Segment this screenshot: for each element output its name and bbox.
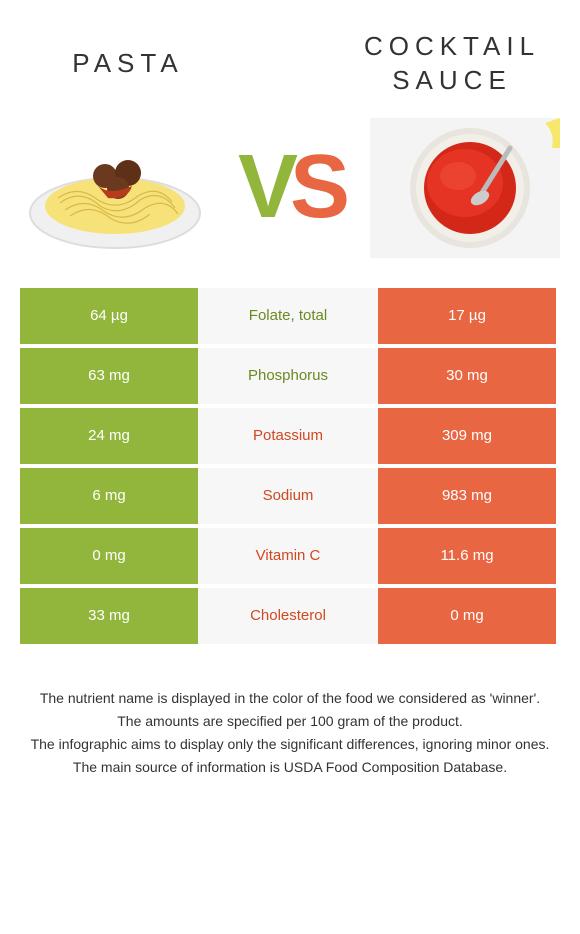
cell-nutrient-name: Potassium xyxy=(198,408,378,464)
footer-line-1: The nutrient name is displayed in the co… xyxy=(20,688,560,709)
table-row: 63 mgPhosphorus30 mg xyxy=(20,348,560,404)
cell-left-value: 64 µg xyxy=(20,288,198,344)
cell-left-value: 24 mg xyxy=(20,408,198,464)
vs-v: V xyxy=(238,137,290,237)
table-row: 33 mgCholesterol0 mg xyxy=(20,588,560,644)
table-row: 0 mgVitamin C11.6 mg xyxy=(20,528,560,584)
footer-line-3: The infographic aims to display only the… xyxy=(20,734,560,755)
header: PASTA COCKTAIL SAUCE xyxy=(0,0,580,108)
pasta-image xyxy=(20,118,210,258)
vs-s: S xyxy=(290,137,342,237)
cell-left-value: 0 mg xyxy=(20,528,198,584)
cell-nutrient-name: Cholesterol xyxy=(198,588,378,644)
cell-right-value: 17 µg xyxy=(378,288,556,344)
cell-right-value: 309 mg xyxy=(378,408,556,464)
table-row: 24 mgPotassium309 mg xyxy=(20,408,560,464)
footer-notes: The nutrient name is displayed in the co… xyxy=(0,648,580,800)
cell-left-value: 6 mg xyxy=(20,468,198,524)
images-row: VS xyxy=(0,118,580,288)
cell-nutrient-name: Sodium xyxy=(198,468,378,524)
footer-line-2: The amounts are specified per 100 gram o… xyxy=(20,711,560,732)
cell-nutrient-name: Phosphorus xyxy=(198,348,378,404)
table-row: 6 mgSodium983 mg xyxy=(20,468,560,524)
food-right-title: COCKTAIL SAUCE xyxy=(344,30,560,98)
cell-left-value: 33 mg xyxy=(20,588,198,644)
vs-label: VS xyxy=(238,136,342,239)
table-row: 64 µgFolate, total17 µg xyxy=(20,288,560,344)
food-left-title: PASTA xyxy=(20,48,236,79)
cell-nutrient-name: Folate, total xyxy=(198,288,378,344)
cell-right-value: 0 mg xyxy=(378,588,556,644)
cell-left-value: 63 mg xyxy=(20,348,198,404)
footer-line-4: The main source of information is USDA F… xyxy=(20,757,560,778)
cell-right-value: 11.6 mg xyxy=(378,528,556,584)
cell-right-value: 30 mg xyxy=(378,348,556,404)
cell-nutrient-name: Vitamin C xyxy=(198,528,378,584)
comparison-table: 64 µgFolate, total17 µg63 mgPhosphorus30… xyxy=(20,288,560,644)
cell-right-value: 983 mg xyxy=(378,468,556,524)
cocktail-sauce-image xyxy=(370,118,560,258)
